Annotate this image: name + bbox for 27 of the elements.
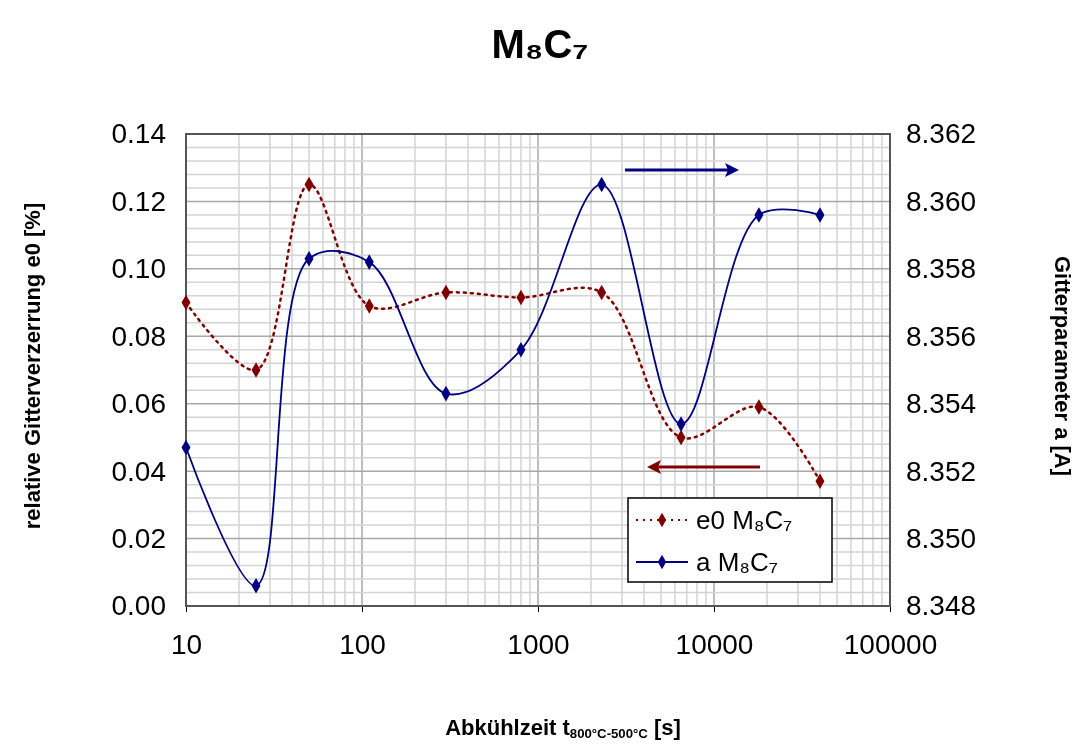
y2-tick-label: 8.348 [906, 590, 977, 622]
y-axis-title: relative Gitterverzerrung e0 [%] [20, 202, 45, 530]
y-tick-label: 0.00 [111, 590, 166, 622]
y-tick-label: 0.08 [111, 320, 166, 352]
y-tick-label: 0.14 [111, 118, 166, 150]
y2-tick-label: 8.360 [906, 185, 977, 217]
x-tick-label: 100000 [843, 628, 938, 660]
y2-tick-label: 8.350 [906, 523, 977, 555]
y-tick-label: 0.12 [111, 185, 166, 217]
y-tick-label: 0.10 [111, 253, 166, 285]
x-tick-label: 100 [339, 628, 386, 660]
y2-tick-label: 8.352 [906, 455, 977, 487]
chart-title: M₈C₇ [491, 22, 589, 66]
y2-tick-label: 8.356 [906, 320, 977, 352]
y2-tick-label: 8.354 [906, 388, 977, 420]
y2-tick-label: 8.358 [906, 253, 977, 285]
x-axis-title: Abkühlzeit t$_{800°C-500°C}$ [s] [445, 715, 681, 742]
legend-label: a M₈C₇ [696, 547, 778, 577]
y-tick-label: 0.04 [111, 455, 166, 487]
x-tick-label: 1000 [507, 628, 570, 660]
legend-label: e0 M₈C₇ [696, 505, 793, 535]
y2-tick-label: 8.362 [906, 118, 977, 150]
x-tick-label: 10000 [675, 628, 754, 660]
y2-axis-title: Gitterparameter a [A] [1050, 255, 1075, 477]
y-tick-label: 0.06 [111, 388, 166, 420]
y-tick-label: 0.02 [111, 523, 166, 555]
x-tick-label: 10 [170, 628, 203, 660]
